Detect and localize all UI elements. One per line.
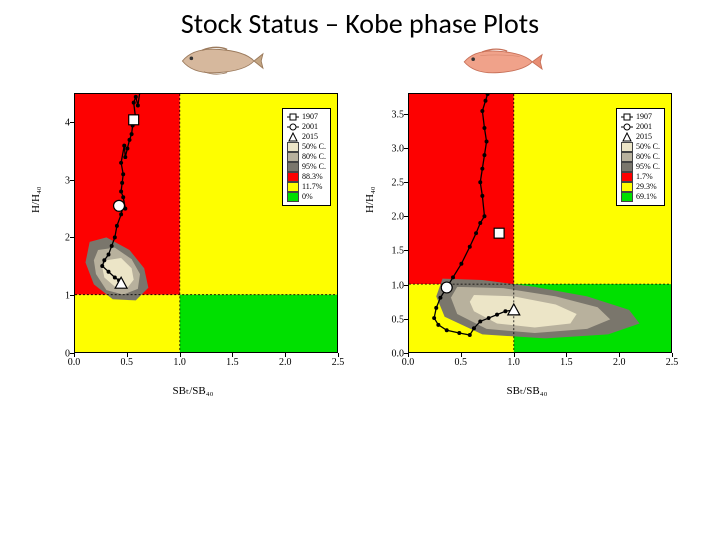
x-tick-label: 2.0 <box>279 357 292 368</box>
x-tick-label: 1.0 <box>507 357 520 368</box>
y-axis-label: H/H₄₀ <box>30 186 42 213</box>
legend-item: 88.3% <box>287 172 326 182</box>
plots-row: 19072001201550% C.80% C.95% C.88.3%11.7%… <box>0 81 720 403</box>
legend: 19072001201550% C.80% C.95% C.1.7%29.3%6… <box>616 108 665 206</box>
legend-item: 2015 <box>621 132 660 142</box>
legend-item: 95% C. <box>621 162 660 172</box>
plot-area: 19072001201550% C.80% C.95% C.1.7%29.3%6… <box>408 93 672 353</box>
legend-item: 50% C. <box>621 142 660 152</box>
legend-item: 95% C. <box>287 162 326 172</box>
legend-item: 2001 <box>621 122 660 132</box>
plot-area: 19072001201550% C.80% C.95% C.88.3%11.7%… <box>74 93 338 353</box>
legend-item: 80% C. <box>287 152 326 162</box>
fish-left-icon <box>175 44 265 78</box>
y-tick-label: 1.5 <box>374 246 404 257</box>
legend-label: 0% <box>302 192 313 202</box>
legend-label: 2001 <box>302 122 318 132</box>
kobe-plot-right: 19072001201550% C.80% C.95% C.1.7%29.3%6… <box>362 83 692 403</box>
legend-label: 95% C. <box>302 162 326 172</box>
legend-label: 2015 <box>302 132 318 142</box>
legend-label: 88.3% <box>302 172 323 182</box>
legend-label: 80% C. <box>636 152 660 162</box>
legend-label: 2015 <box>636 132 652 142</box>
x-tick-label: 0.5 <box>121 357 134 368</box>
y-tick-label: 1 <box>40 291 70 302</box>
y-tick-label: 2.5 <box>374 177 404 188</box>
legend-item: 0% <box>287 192 326 202</box>
y-tick-label: 0.5 <box>374 314 404 325</box>
legend-item: 11.7% <box>287 182 326 192</box>
legend-label: 95% C. <box>636 162 660 172</box>
legend-label: 2001 <box>636 122 652 132</box>
legend-item: 29.3% <box>621 182 660 192</box>
legend-item: 1907 <box>621 112 660 122</box>
legend: 19072001201550% C.80% C.95% C.88.3%11.7%… <box>282 108 331 206</box>
legend-label: 11.7% <box>302 182 322 192</box>
legend-label: 80% C. <box>302 152 326 162</box>
kobe-plot-left: 19072001201550% C.80% C.95% C.88.3%11.7%… <box>28 83 358 403</box>
legend-item: 2015 <box>287 132 326 142</box>
y-tick-label: 2.0 <box>374 212 404 223</box>
legend-label: 29.3% <box>636 182 657 192</box>
x-tick-label: 2.0 <box>613 357 626 368</box>
y-axis-label: H/H₄₀ <box>364 186 376 213</box>
legend-label: 1907 <box>302 112 318 122</box>
legend-item: 2001 <box>287 122 326 132</box>
fish-icons-row <box>0 41 720 81</box>
y-tick-label: 1.0 <box>374 280 404 291</box>
legend-item: 69.1% <box>621 192 660 202</box>
x-tick-label: 0.5 <box>455 357 468 368</box>
legend-label: 69.1% <box>636 192 657 202</box>
fish-right-icon <box>455 44 545 78</box>
legend-item: 1.7% <box>621 172 660 182</box>
y-tick-label: 3.0 <box>374 143 404 154</box>
y-tick-label: 3 <box>40 175 70 186</box>
x-axis-label: SBₜ/SB₄₀ <box>362 384 692 397</box>
x-tick-label: 2.5 <box>332 357 345 368</box>
legend-item: 50% C. <box>287 142 326 152</box>
y-tick-label: 0.0 <box>374 349 404 360</box>
page-title: Stock Status – Kobe phase Plots <box>0 0 720 41</box>
legend-label: 1.7% <box>636 172 653 182</box>
y-tick-label: 3.5 <box>374 109 404 120</box>
y-tick-label: 2 <box>40 233 70 244</box>
x-axis-label: SBₜ/SB₄₀ <box>28 384 358 397</box>
legend-item: 80% C. <box>621 152 660 162</box>
legend-label: 50% C. <box>302 142 326 152</box>
x-tick-label: 1.5 <box>226 357 239 368</box>
x-tick-label: 1.5 <box>560 357 573 368</box>
y-tick-label: 4 <box>40 117 70 128</box>
x-tick-label: 1.0 <box>173 357 186 368</box>
legend-label: 1907 <box>636 112 652 122</box>
x-tick-label: 2.5 <box>666 357 679 368</box>
y-tick-label: 0 <box>40 349 70 360</box>
legend-label: 50% C. <box>636 142 660 152</box>
legend-item: 1907 <box>287 112 326 122</box>
